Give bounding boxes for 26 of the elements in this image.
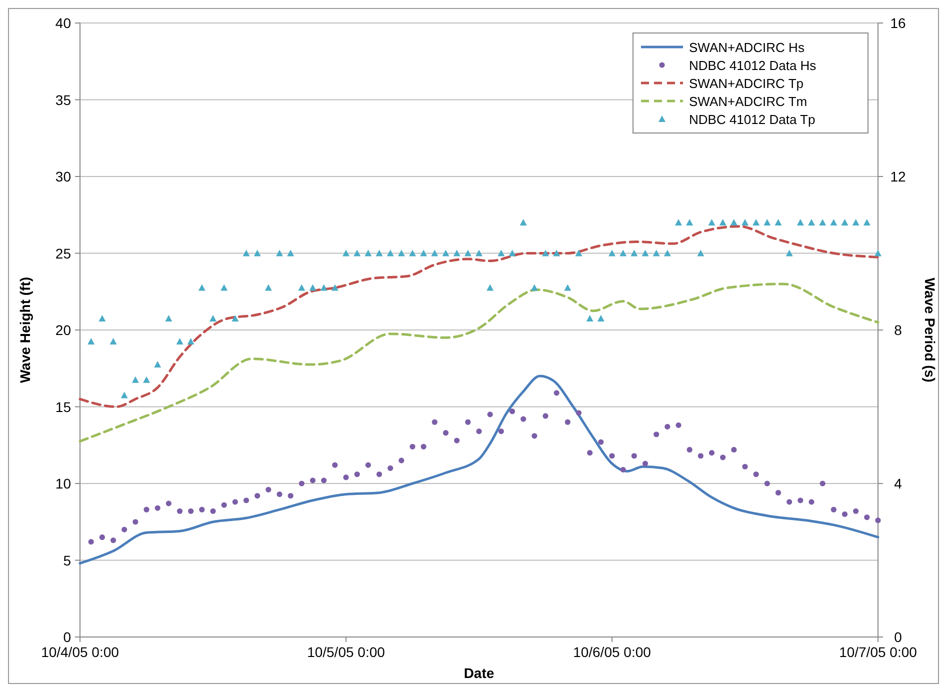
y2-tick-label: 0 bbox=[894, 629, 902, 645]
y-tick-label: 20 bbox=[55, 322, 72, 338]
y2-tick-label: 12 bbox=[890, 168, 906, 184]
y-tick-label: 30 bbox=[55, 168, 72, 184]
y-tick-label: 40 bbox=[55, 15, 72, 31]
y2-tick-label: 8 bbox=[894, 322, 902, 338]
x-tick-label: 10/5/05 0:00 bbox=[307, 644, 386, 660]
y2-tick-label: 16 bbox=[890, 15, 906, 31]
y-tick-label: 25 bbox=[55, 245, 72, 262]
y2-axis-title: Wave Period (s) bbox=[922, 278, 938, 382]
x-tick-label: 10/7/05 0:00 bbox=[839, 644, 918, 660]
y-axis-title: Wave Height (ft) bbox=[17, 276, 33, 384]
y-tick-label: 0 bbox=[63, 629, 72, 645]
legend-label: SWAN+ADCIRC Tp bbox=[689, 76, 804, 91]
legend-label: NDBC 41012 Data Hs bbox=[689, 58, 817, 73]
y-tick-label: 10 bbox=[55, 476, 72, 492]
legend-label: SWAN+ADCIRC Tm bbox=[689, 94, 808, 109]
legend-label: NDBC 41012 Data Tp bbox=[689, 112, 816, 127]
x-axis-title: Date bbox=[464, 665, 494, 681]
legend-label: SWAN+ADCIRC Hs bbox=[689, 40, 805, 55]
x-tick-label: 10/6/05 0:00 bbox=[573, 644, 652, 660]
y2-tick-label: 4 bbox=[894, 476, 902, 492]
x-tick-label: 10/4/05 0:00 bbox=[41, 644, 120, 660]
y-tick-label: 5 bbox=[63, 552, 72, 568]
y-tick-label: 35 bbox=[55, 92, 72, 108]
y-tick-label: 15 bbox=[55, 398, 72, 415]
